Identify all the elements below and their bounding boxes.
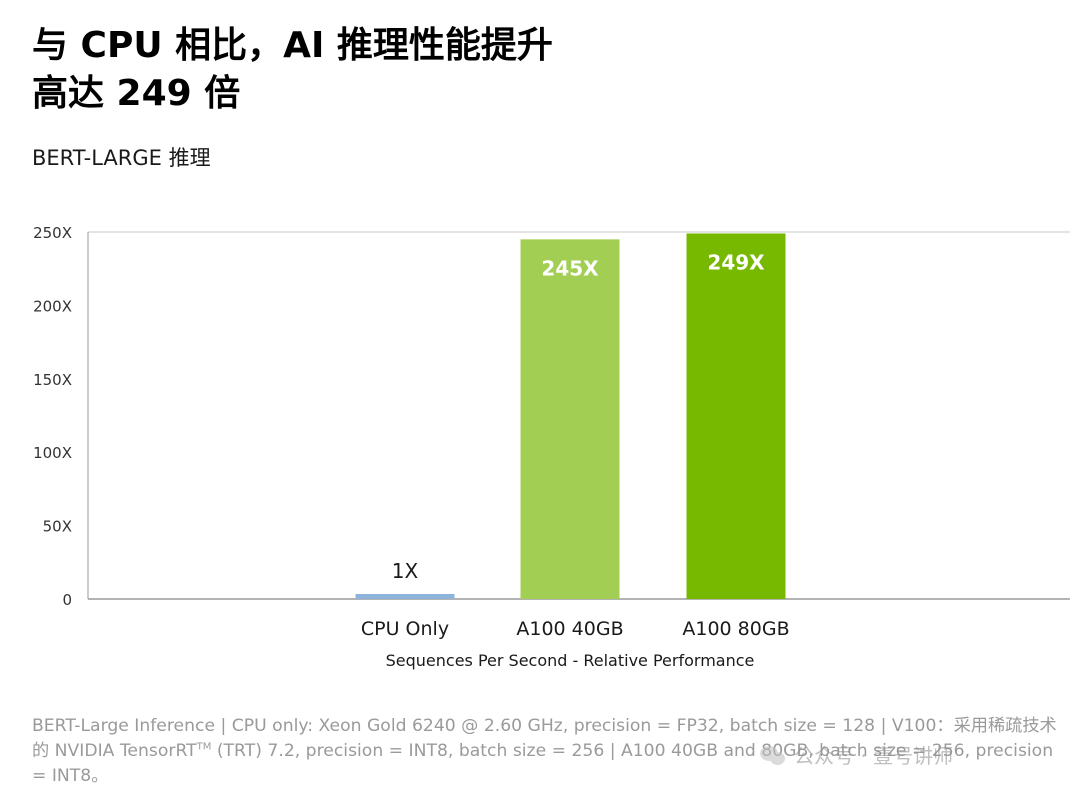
footnote-text-2: (TRT) 7.2, precision = INT8, batch size … <box>32 741 1054 786</box>
watermark: 公众号 · 壹号讲师 <box>760 740 953 769</box>
y-tick-label-2: 100X <box>33 444 72 462</box>
bar-chart: 0 50X 100X 150X 200X 250X 1X CPU Only 245X A100 4… <box>33 224 1070 670</box>
footnote: BERT-Large Inference | CPU only: Xeon Go… <box>32 714 1067 789</box>
trademark-mark: TM <box>196 741 212 753</box>
y-tick-label-5: 250X <box>33 224 72 242</box>
y-tick-label-0: 0 <box>62 591 72 609</box>
y-tick-label-3: 150X <box>33 371 72 389</box>
data-label-1: 245X <box>541 256 599 280</box>
category-label-1: A100 40GB <box>516 618 623 640</box>
x-axis-title: Sequences Per Second - Relative Performa… <box>386 651 755 670</box>
footnote-text-1: BERT-Large Inference | CPU only: Xeon Go… <box>32 716 1057 761</box>
title-line-2: 高达 249 倍 <box>32 73 241 114</box>
category-label-2: A100 80GB <box>682 618 789 640</box>
title-line-1: 与 CPU 相比，AI 推理性能提升 <box>32 25 553 66</box>
category-label-0: CPU Only <box>361 618 449 640</box>
wechat-icon <box>760 744 786 766</box>
data-label-0: 1X <box>392 559 419 583</box>
y-tick-label-1: 50X <box>43 518 72 536</box>
chart-subtitle: BERT-LARGE 推理 <box>32 146 211 170</box>
bar-2 <box>686 233 786 599</box>
data-label-2: 249X <box>707 250 765 274</box>
y-tick-label-4: 200X <box>33 297 72 315</box>
bar-0 <box>355 594 455 599</box>
watermark-text: 公众号 · 壹号讲师 <box>794 744 954 768</box>
page-title: 与 CPU 相比，AI 推理性能提升 高达 249 倍 <box>32 22 792 118</box>
bar-1 <box>520 239 620 599</box>
